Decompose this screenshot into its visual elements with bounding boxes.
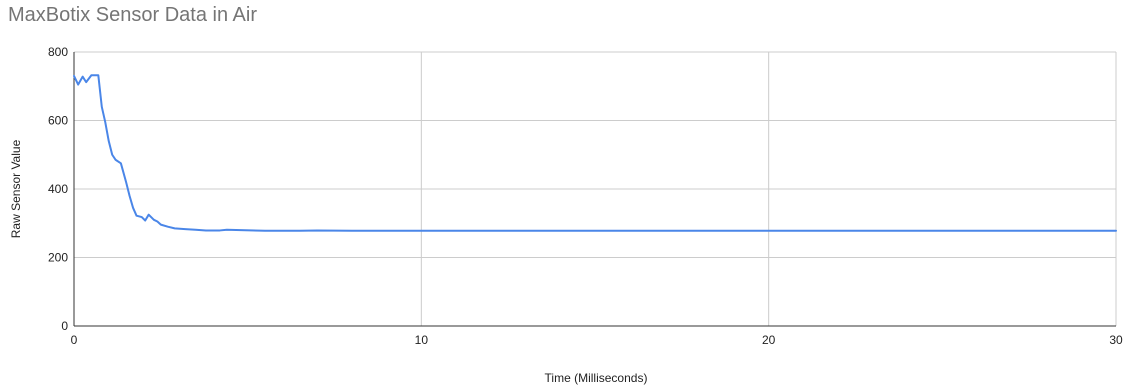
x-tick-label: 20 <box>762 333 776 347</box>
y-tick-label: 400 <box>48 182 68 196</box>
y-tick-label: 600 <box>48 114 68 128</box>
chart-title: MaxBotix Sensor Data in Air <box>8 4 257 26</box>
y-axis-title: Raw Sensor Value <box>9 139 23 238</box>
series-line-1 <box>73 74 1117 232</box>
x-tick-label: 0 <box>71 333 78 347</box>
x-axis-title: Time (Milliseconds) <box>545 371 648 385</box>
series-layer <box>73 74 1117 232</box>
y-tick-label: 200 <box>48 251 68 265</box>
grid-lines <box>74 51 1117 326</box>
y-tick-label: 800 <box>48 45 68 59</box>
axes <box>73 52 1116 327</box>
x-tick-label: 30 <box>1109 333 1123 347</box>
y-tick-label: 0 <box>61 319 68 333</box>
tick-labels: 0 200 400 600 800 0 10 20 30 <box>48 45 1123 347</box>
x-tick-label: 10 <box>415 333 429 347</box>
